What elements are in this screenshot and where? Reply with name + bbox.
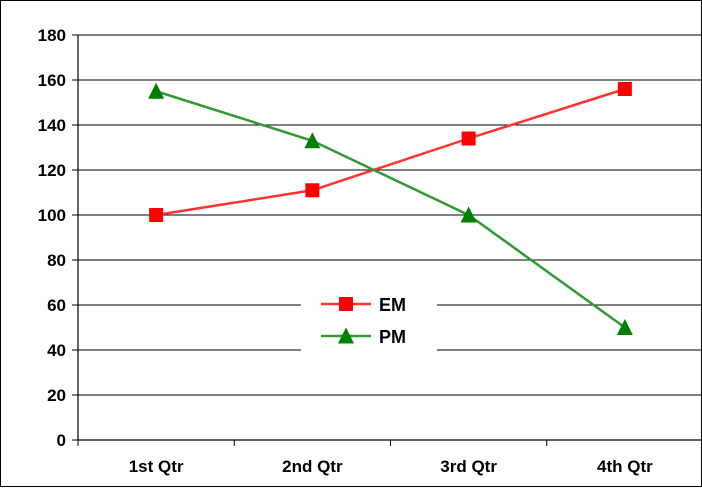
y-tick-label-80: 80	[47, 251, 66, 270]
y-tick-label-40: 40	[47, 341, 66, 360]
x-tick-label-4: 4th Qtr	[597, 457, 653, 476]
legend-label-pm: PM	[379, 327, 406, 347]
point-em-3	[461, 131, 476, 146]
legend: EM PM	[301, 285, 437, 355]
series-line-em	[155, 87, 626, 217]
y-tick-label-140: 140	[38, 116, 66, 135]
point-em-1	[149, 208, 164, 222]
x-tick-label-3: 3rd Qtr	[440, 457, 497, 476]
legend-marker-pm	[338, 327, 354, 344]
legend-marker-em	[339, 297, 353, 311]
series-lines	[148, 82, 633, 335]
gridlines	[78, 34, 702, 396]
series-line-pm	[155, 90, 626, 329]
axes: 0 20 40 60 80 100 120 140 160 180 1st Qtr 2nd Qtr 3r…	[38, 26, 702, 476]
point-em-2	[305, 183, 320, 198]
y-tick-label-20: 20	[47, 386, 66, 405]
point-pm-3	[460, 206, 477, 223]
y-tick-label-160: 160	[38, 71, 66, 90]
point-em-4	[617, 82, 632, 96]
y-tick-label-60: 60	[47, 296, 66, 315]
y-tick-label-0: 0	[57, 431, 66, 450]
y-tick-label-100: 100	[38, 206, 66, 225]
point-pm-4	[616, 319, 633, 335]
x-tick-label-2: 2nd Qtr	[282, 457, 343, 476]
point-pm-2	[304, 132, 321, 149]
legend-box	[301, 285, 437, 355]
x-tick-label-1: 1st Qtr	[129, 457, 184, 476]
legend-label-em: EM	[379, 295, 406, 315]
point-pm-1	[148, 82, 165, 99]
y-tick-label-120: 120	[38, 161, 66, 180]
y-tick-label-180: 180	[38, 26, 66, 45]
